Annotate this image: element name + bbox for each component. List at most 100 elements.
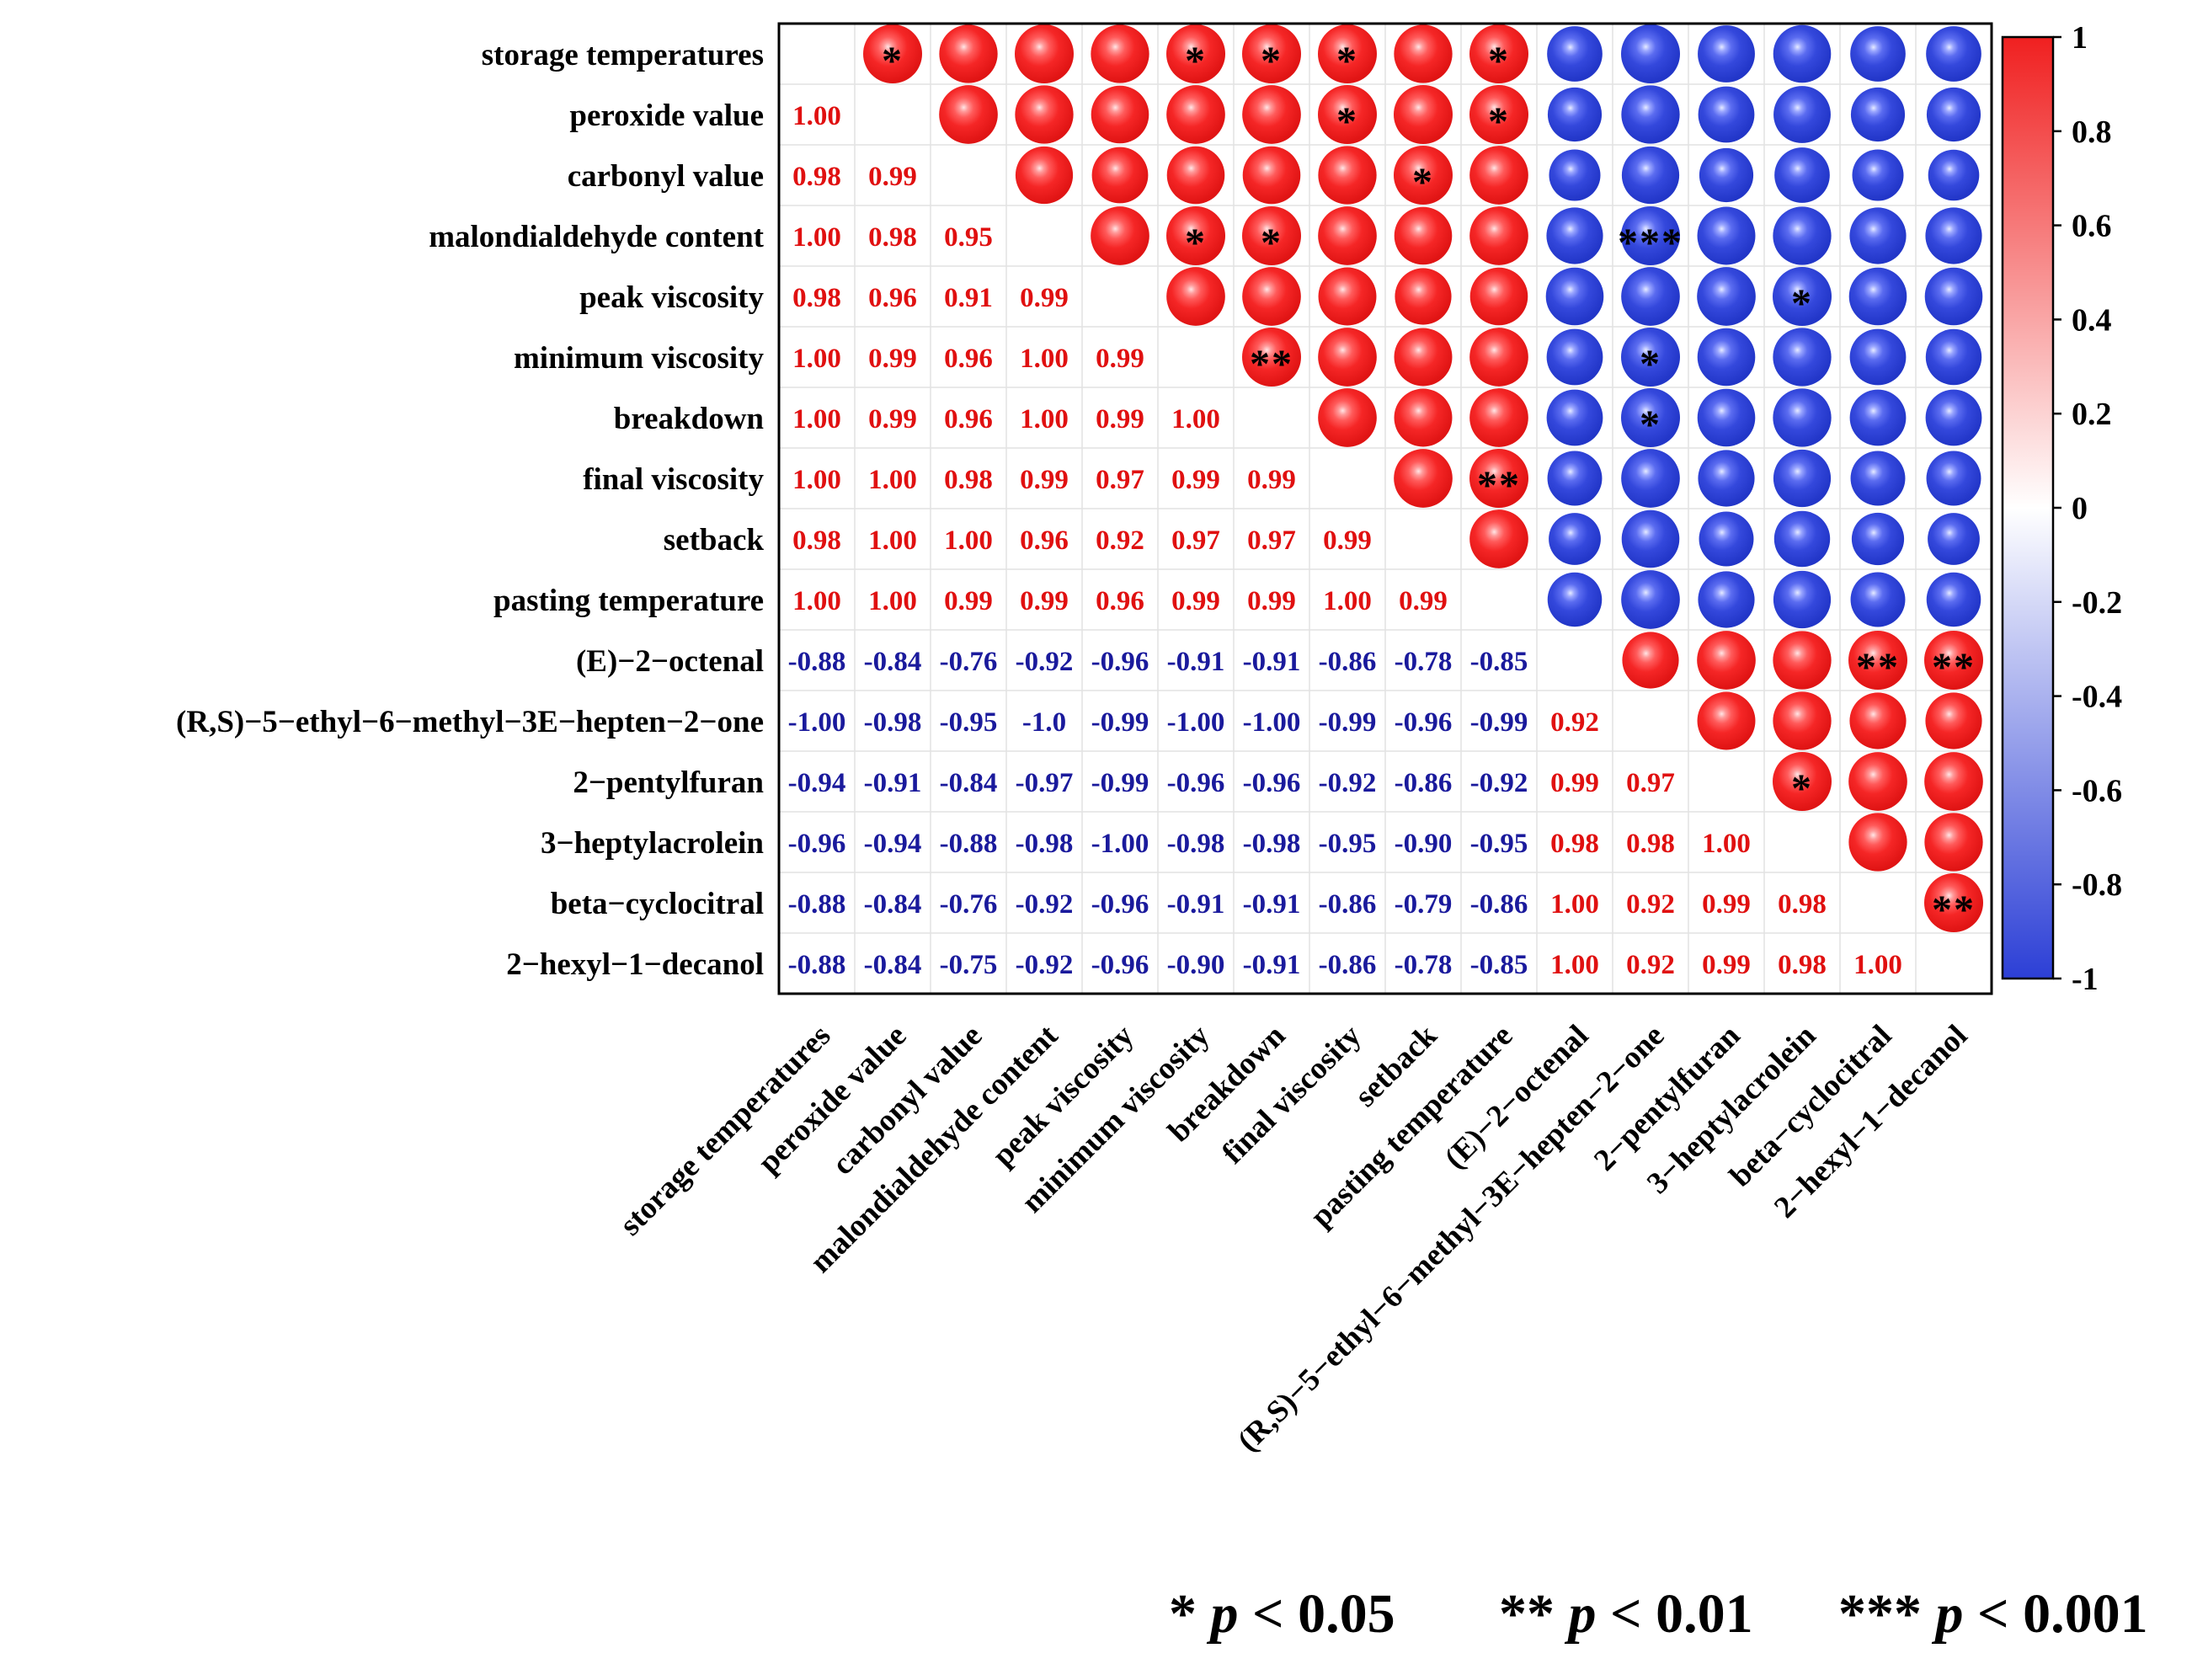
coef-label: -1.00 <box>1091 829 1149 859</box>
corr-circle <box>1242 267 1301 326</box>
corr-circle <box>1773 752 1832 811</box>
coef-label: -0.78 <box>1395 950 1453 980</box>
coef-label: -0.85 <box>1470 647 1528 677</box>
coef-label: -0.92 <box>1319 768 1377 798</box>
coef-label: -0.91 <box>1243 950 1301 980</box>
coef-label: -0.88 <box>788 950 846 980</box>
corr-circle <box>1773 510 1831 568</box>
corr-circle <box>1848 631 1907 690</box>
coef-label: -0.98 <box>1016 829 1074 859</box>
corr-circle <box>1547 572 1603 627</box>
colorbar-tick-label: 0.6 <box>2072 209 2112 244</box>
corr-circle <box>1318 388 1377 447</box>
matrix-cells: * * * * *1.00 * *0.98 0.99 *1.00 0.98 0.95 * * ***0.9… <box>788 24 1983 980</box>
row-label: breakdown <box>614 402 765 436</box>
coef-label: -0.96 <box>1091 647 1149 677</box>
corr-circle <box>1091 24 1149 83</box>
colorbar: 1 0.8 0.6 0.4 0.2 0 -0.2 -0.4 -0.6 -0.8 -1 <box>2001 20 2122 997</box>
corr-circle <box>1773 24 1832 83</box>
coef-label: -0.99 <box>1091 707 1149 738</box>
corr-circle <box>1773 691 1832 750</box>
corr-circle <box>1697 631 1756 690</box>
significance-star: * <box>1488 39 1510 83</box>
row-labels: storage temperatures peroxide value carbon… <box>176 38 765 982</box>
colorbar-tick-label: 0.4 <box>2072 302 2112 338</box>
coef-label: -0.91 <box>1167 889 1225 920</box>
corr-circle <box>1621 267 1680 326</box>
corr-circle <box>1547 451 1603 506</box>
coef-label: 0.98 <box>1778 889 1827 920</box>
coef-label: 1.00 <box>792 586 841 616</box>
corr-circle <box>1773 631 1832 690</box>
corr-circle <box>1166 146 1225 205</box>
row-label: minimum viscosity <box>514 341 765 376</box>
corr-circle <box>1773 328 1832 387</box>
coef-label: -0.84 <box>864 889 922 920</box>
coef-label: -0.88 <box>940 829 998 859</box>
legend-item: *** p < 0.001 <box>1838 1583 2148 1645</box>
coef-label: -0.88 <box>788 889 846 920</box>
significance-star: * <box>1336 99 1358 144</box>
significance-star: * <box>1791 281 1813 326</box>
coef-label: 0.96 <box>1096 586 1144 616</box>
coef-label: -0.84 <box>864 647 922 677</box>
corr-circle <box>1698 86 1755 143</box>
coef-label: 0.98 <box>792 283 841 313</box>
corr-circle <box>1848 813 1907 872</box>
corr-circle <box>1015 85 1074 144</box>
coef-label: -0.98 <box>1167 829 1225 859</box>
significance-star: ** <box>1250 342 1293 387</box>
corr-circle <box>1318 146 1377 205</box>
corr-circle <box>1469 509 1528 568</box>
colorbar-tick-label: 1 <box>2072 20 2088 56</box>
corr-circle <box>1924 813 1983 872</box>
corr-circle <box>1242 146 1301 205</box>
coef-label: -0.91 <box>864 768 922 798</box>
coef-label: -1.00 <box>1167 707 1225 738</box>
plot-border <box>777 22 1993 995</box>
significance-star: ** <box>1932 888 1976 932</box>
corr-circle <box>1926 26 1981 82</box>
coef-label: 0.99 <box>868 162 917 192</box>
coef-label: 1.00 <box>1550 950 1599 980</box>
corr-circle <box>1848 752 1907 811</box>
row-label: malondialdehyde content <box>429 220 764 254</box>
significance-star: * <box>882 39 904 83</box>
corr-circle <box>1850 26 1906 82</box>
colorbar-tick-label: -0.2 <box>2072 585 2122 621</box>
corr-circle <box>1395 268 1452 325</box>
significance-star: *** <box>1618 221 1683 265</box>
coef-label: 1.00 <box>944 525 993 556</box>
corr-circle <box>1318 328 1377 387</box>
coef-label: 1.00 <box>1853 950 1902 980</box>
coef-label: 0.98 <box>1778 950 1827 980</box>
coef-label: 1.00 <box>868 525 917 556</box>
corr-circle <box>1394 85 1453 144</box>
coef-label: 0.99 <box>1020 283 1069 313</box>
row-label: final viscosity <box>583 462 764 497</box>
coef-label: -0.86 <box>1319 950 1377 980</box>
corr-circle <box>1318 206 1377 265</box>
coef-label: -0.76 <box>940 647 998 677</box>
corr-circle <box>1928 513 1980 565</box>
corr-circle <box>1546 207 1603 264</box>
colorbar-tick-label: -1 <box>2072 962 2099 997</box>
coef-label: -0.78 <box>1395 647 1453 677</box>
corr-circle <box>1547 26 1603 82</box>
coef-label: 1.00 <box>1702 829 1751 859</box>
significance-star: * <box>1261 221 1283 265</box>
corr-circle <box>1242 206 1301 265</box>
significance-star: * <box>1791 766 1813 811</box>
coef-label: 0.97 <box>1626 768 1675 798</box>
corr-circle <box>1546 328 1603 386</box>
coef-label: -0.85 <box>1470 950 1528 980</box>
coef-label: 0.98 <box>944 465 993 495</box>
coef-label: -0.98 <box>1243 829 1301 859</box>
coef-label: -0.99 <box>1470 707 1528 738</box>
corr-circle <box>1469 24 1528 83</box>
corr-circle <box>1924 631 1983 690</box>
coef-label: -0.92 <box>1016 889 1074 920</box>
row-label: 2−hexyl−1−decanol <box>506 947 764 982</box>
coef-label: -0.84 <box>940 768 998 798</box>
colorbar-tick-label: 0 <box>2072 491 2088 526</box>
